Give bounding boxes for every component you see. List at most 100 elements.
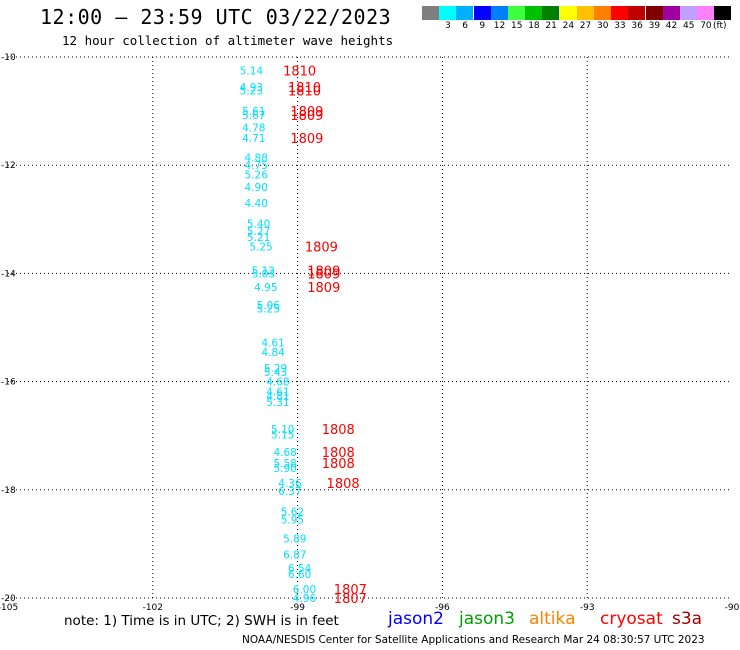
chart-subtitle: 12 hour collection of altimeter wave hei… — [62, 33, 394, 48]
legend-swatch — [594, 6, 611, 20]
satellite-label: jason2 — [388, 609, 444, 629]
satellite-label: s3a — [672, 609, 703, 629]
time-label: 1808 — [322, 423, 355, 438]
legend-value: 36 — [631, 21, 643, 31]
time-label: 1809 — [290, 105, 323, 120]
legend-value: 45 — [683, 21, 695, 31]
time-label: 1809 — [307, 281, 340, 296]
legend-value: 9 — [479, 21, 486, 31]
legend-value: 15 — [511, 21, 523, 31]
swh-value: 6.60 — [288, 569, 311, 581]
y-tick-label: -10 — [1, 53, 16, 63]
legend-value: 42 — [665, 21, 678, 31]
time-label: 1808 — [322, 446, 355, 461]
legend-swatch — [542, 6, 560, 20]
legend-value: 39 — [648, 21, 661, 31]
legend-swatch — [490, 6, 508, 20]
legend-swatch — [680, 6, 697, 20]
time-label: 1807 — [334, 592, 367, 607]
legend-unit: (ft) — [713, 21, 727, 31]
swh-value: 5.61 — [242, 106, 265, 118]
swh-value: 5.31 — [266, 397, 289, 409]
swh-value: 4.36 — [278, 478, 302, 490]
swh-value: 5.25 — [257, 304, 280, 316]
swh-value: 4.61 — [261, 338, 284, 350]
swh-value: 6.54 — [288, 563, 312, 575]
footer-note: note: 1) Time is in UTC; 2) SWH is in fe… — [64, 613, 339, 629]
swh-value: 4.93 — [240, 82, 263, 94]
satellite-label: jason3 — [459, 609, 515, 629]
legend-swatch — [439, 6, 457, 20]
axis-ticks: -105 -102 -99 -96 -93 -90 -10 -12 -14 -16 -18 -20 — [0, 53, 740, 613]
swh-value: 5.23 — [240, 86, 263, 98]
grid — [8, 56, 732, 599]
legend-swatch — [576, 6, 594, 20]
swh-value: 4.71 — [242, 133, 265, 145]
swh-value: 5.29 — [264, 363, 287, 375]
swh-value: 5.21 — [247, 232, 270, 244]
time-label: 1808 — [327, 477, 360, 492]
time-label: 1809 — [290, 132, 323, 147]
x-tick-label: -102 — [143, 603, 163, 613]
time-label: 1807 — [334, 583, 367, 598]
swh-value: 6.00 — [293, 584, 316, 596]
swh-value: 5.95 — [281, 515, 304, 527]
time-label: 1810 — [288, 85, 321, 100]
swh-value: 4.96 — [293, 593, 317, 605]
swh-value: 4.90 — [245, 182, 268, 194]
legend-value: 12 — [493, 21, 506, 31]
swh-value: 5.67 — [242, 110, 265, 122]
swh-value: 6.87 — [283, 550, 306, 562]
legend-value: 33 — [614, 21, 626, 31]
time-labels: 1810181018101809180918091809180918091809… — [283, 65, 367, 607]
time-label: 1810 — [288, 81, 321, 96]
legend-swatch — [525, 6, 543, 20]
y-tick-label: -18 — [1, 486, 16, 496]
chart-title: 12:00 – 23:59 UTC 03/22/2023 — [40, 5, 392, 29]
swh-points: 5.14 4.935.23 5.615.674.784.71 4.884.755.26… — [240, 66, 317, 605]
legend-swatch — [456, 6, 474, 20]
swh-value: 4.81 — [266, 391, 289, 403]
legend-value: 24 — [562, 21, 575, 31]
swh-value: 4.84 — [261, 347, 285, 359]
legend-swatch — [611, 6, 629, 20]
legend-value: 30 — [597, 21, 609, 31]
time-label: 1809 — [305, 240, 338, 255]
x-tick-label: -105 — [0, 603, 18, 613]
legend-value: 3 — [445, 21, 451, 31]
legend-value: 21 — [545, 21, 557, 31]
legend-swatch — [559, 6, 577, 20]
legend-swatch — [473, 6, 491, 20]
x-tick-label: -90 — [725, 603, 740, 613]
legend-swatch — [645, 6, 663, 20]
swh-value: 5.25 — [249, 241, 272, 253]
x-tick-label: -93 — [580, 603, 595, 613]
legend-value: 70 — [700, 21, 712, 31]
time-label: 1809 — [307, 267, 340, 282]
legend-swatch — [628, 6, 646, 20]
x-tick-label: -99 — [290, 603, 305, 613]
legend-swatch — [714, 6, 732, 20]
swh-value: 5.40 — [247, 219, 270, 231]
swh-value: 5.15 — [271, 430, 294, 442]
legend-swatch — [422, 6, 439, 20]
swh-value: 6.37 — [278, 486, 301, 498]
swh-value: 5.06 — [257, 300, 281, 312]
swh-value: 4.75 — [245, 160, 268, 172]
time-label: 1810 — [283, 65, 316, 80]
swh-value: 5.27 — [247, 226, 270, 238]
swh-value: 4.95 — [254, 282, 277, 294]
swh-value: 5.14 — [240, 66, 264, 78]
swh-value: 5.62 — [281, 506, 304, 518]
legend-value: 18 — [528, 21, 540, 31]
swh-value: 5.03 — [252, 268, 275, 280]
time-label: 1809 — [290, 109, 323, 124]
swh-value: 5.26 — [245, 169, 269, 181]
swh-value: 4.68 — [273, 447, 296, 459]
legend-value: 27 — [579, 21, 592, 31]
legend-swatch — [697, 6, 715, 20]
satellite-label: cryosat — [600, 609, 663, 629]
swh-value: 5.89 — [283, 533, 306, 545]
legend-swatch — [508, 6, 525, 20]
